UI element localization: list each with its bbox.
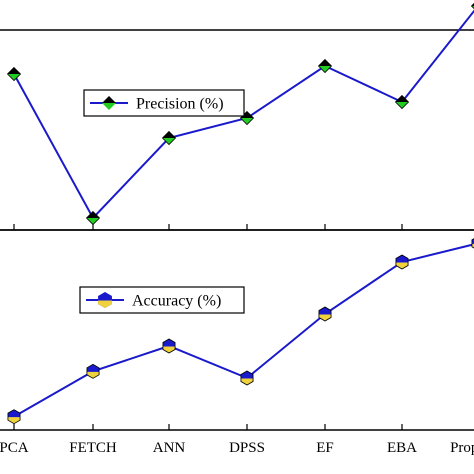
x-axis-tick-labels: PCA FETCH ANN DPSS EF EBA Proposed — [0, 440, 474, 456]
precision-legend-marker-top — [102, 96, 116, 103]
accuracy-point-5 — [395, 254, 409, 270]
accuracy-point-6 — [471, 238, 474, 249]
precision-panel: Precision (%) — [0, 2, 474, 231]
x-tick-label-pca: PCA — [0, 440, 29, 456]
precision-legend: Precision (%) — [83, 89, 245, 117]
x-tick-label-dpss: DPSS — [229, 440, 265, 456]
accuracy-legend-label: Accuracy (%) — [132, 293, 221, 310]
precision-point-4 — [317, 58, 333, 74]
accuracy-point-1 — [86, 363, 100, 379]
accuracy-legend-marker-fill — [98, 300, 112, 308]
accuracy-point-0 — [7, 409, 21, 425]
x-tick-label-proposed: Proposed — [450, 440, 474, 456]
precision-legend-label: Precision (%) — [136, 96, 224, 113]
x-tick-label-fetch: FETCH — [69, 440, 117, 456]
x-tick-label-ann: ANN — [153, 440, 186, 456]
precision-point-1 — [85, 210, 101, 226]
x-tick-label-ef: EF — [316, 440, 334, 456]
accuracy-series-line — [13, 243, 474, 418]
precision-point-2 — [161, 130, 177, 146]
accuracy-panel: Accuracy (%) — [0, 229, 474, 431]
precision-point-5 — [394, 94, 410, 110]
precision-legend-marker-bottom — [102, 103, 116, 110]
accuracy-legend: Accuracy (%) — [79, 286, 245, 314]
x-tick-label-eba: EBA — [387, 440, 417, 456]
precision-point-0 — [6, 66, 22, 82]
accuracy-point-3 — [240, 370, 254, 386]
accuracy-point-2 — [162, 338, 176, 354]
accuracy-point-4 — [318, 306, 332, 322]
